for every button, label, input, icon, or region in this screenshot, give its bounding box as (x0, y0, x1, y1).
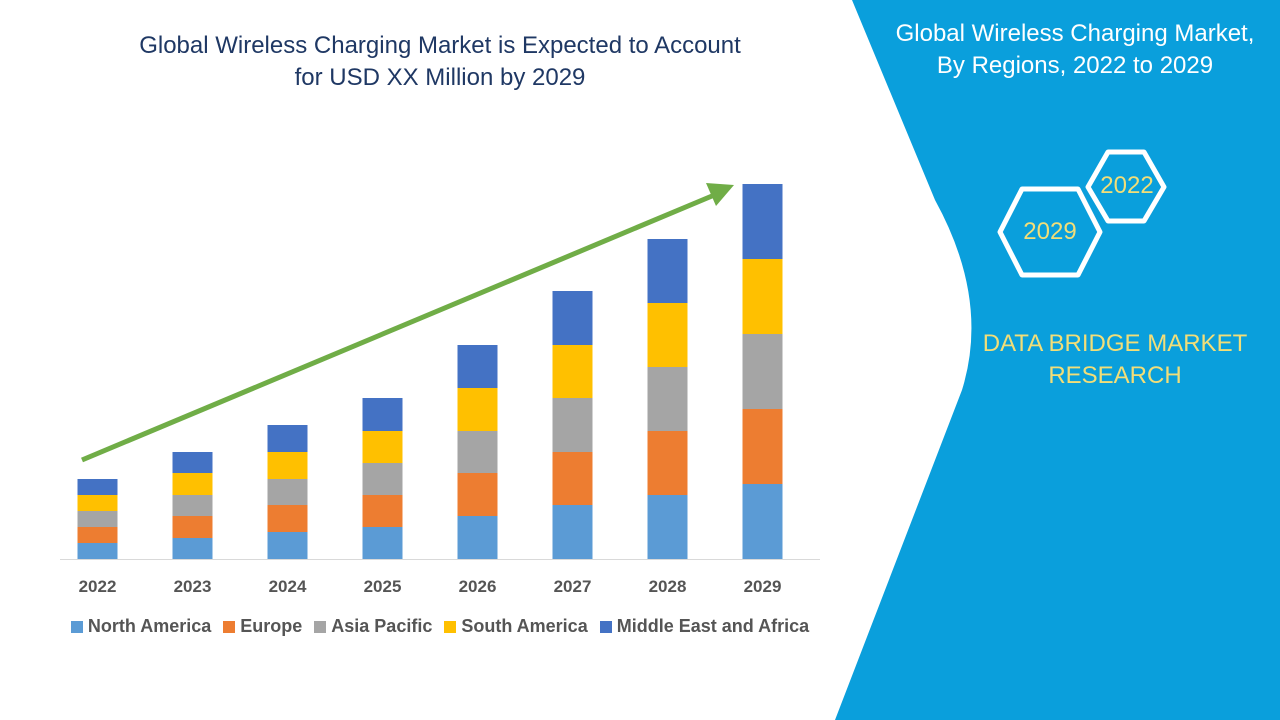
legend-item: Middle East and Africa (599, 616, 810, 637)
bar-2026-asia-pacific (457, 431, 498, 473)
bar-2022-north-america (77, 543, 118, 559)
legend-swatch (599, 620, 612, 633)
bar-2022-europe (77, 527, 118, 543)
bar-2024-asia-pacific (267, 479, 308, 505)
bar-2027-north-america (552, 505, 593, 559)
x-tick-label: 2022 (79, 577, 117, 596)
bar-2024-europe (267, 505, 308, 532)
bar-2024-middle-east-and-africa (267, 425, 308, 452)
bar-2024-south-america (267, 452, 308, 479)
bar-2029-north-america (742, 484, 783, 559)
bar-2029-europe (742, 409, 783, 484)
bar-2025-south-america (362, 431, 403, 463)
chart-title: Global Wireless Charging Market is Expec… (60, 30, 820, 94)
hex-label-2029: 2029 (1023, 218, 1077, 245)
bar-2026-south-america (457, 388, 498, 431)
bar-2029-south-america (742, 259, 783, 334)
legend-label: Asia Pacific (331, 616, 433, 636)
x-tick-label: 2025 (364, 577, 402, 596)
legend-swatch (223, 620, 236, 633)
bar-2025-asia-pacific (362, 463, 403, 495)
legend-swatch (314, 620, 327, 633)
bar-2028-asia-pacific (647, 367, 688, 431)
bar-2023-middle-east-and-africa (172, 452, 213, 473)
legend-label: North America (87, 616, 212, 636)
bar-2026-middle-east-and-africa (457, 345, 498, 388)
hex-label-2022: 2022 (1100, 172, 1154, 199)
x-tick-label: 2026 (459, 577, 497, 596)
legend-item: Asia Pacific (314, 616, 432, 637)
hexagon-2022 (1085, 149, 1167, 224)
chart-title-line-1: Global Wireless Charging Market is Expec… (139, 32, 741, 59)
legend-item: South America (444, 616, 588, 637)
chart-title-line-2: for USD XX Million by 2029 (294, 64, 586, 91)
bar-2022-asia-pacific (77, 511, 118, 527)
legend: North America Europe Asia Pacific South Ame… (60, 616, 820, 637)
bar-2023-europe (172, 516, 213, 538)
bar-2028-south-america (647, 303, 688, 367)
bar-2023-north-america (172, 538, 213, 559)
bar-2024-north-america (267, 532, 308, 559)
legend-item: North America (70, 616, 212, 637)
legend-label: Middle East and Africa (616, 616, 810, 636)
bar-2027-middle-east-and-africa (552, 291, 593, 345)
bar-2027-europe (552, 452, 593, 505)
legend-swatch (70, 620, 83, 633)
bar-2026-europe (457, 473, 498, 516)
bar-2025-north-america (362, 527, 403, 559)
bar-2028-middle-east-and-africa (647, 239, 688, 303)
x-tick-label: 2027 (554, 577, 592, 596)
trend-arrow-line (81, 193, 713, 463)
x-tick-label: 2023 (174, 577, 212, 596)
brand-line-1: DATA BRIDGE MARKET (982, 330, 1248, 357)
legend-label: Europe (240, 616, 303, 636)
side-title-line-2: By Regions, 2022 to 2029 (936, 52, 1214, 79)
side-panel-title: Global Wireless Charging Market, By Regi… (880, 18, 1270, 82)
bar-2029-middle-east-and-africa (742, 184, 783, 259)
brand-name: DATA BRIDGE MARKET RESEARCH (960, 328, 1270, 392)
bar-2027-south-america (552, 345, 593, 398)
bar-2026-north-america (457, 516, 498, 559)
bar-2023-asia-pacific (172, 495, 213, 516)
bar-2022-middle-east-and-africa (77, 479, 118, 495)
bar-2028-north-america (647, 495, 688, 559)
legend-swatch (444, 620, 457, 633)
trend-arrow-head-icon (706, 183, 734, 206)
legend-label: South America (461, 616, 588, 636)
side-title-line-1: Global Wireless Charging Market, (895, 20, 1255, 47)
bar-2025-middle-east-and-africa (362, 398, 403, 431)
x-tick-label: 2024 (269, 577, 307, 596)
bar-2023-south-america (172, 473, 213, 495)
legend-item: Europe (223, 616, 302, 637)
bar-2025-europe (362, 495, 403, 527)
x-tick-label: 2029 (744, 577, 782, 596)
bar-2027-asia-pacific (552, 398, 593, 452)
bar-2022-south-america (77, 495, 118, 511)
hexagon-2029 (997, 186, 1103, 278)
x-tick-label: 2028 (649, 577, 687, 596)
brand-line-2: RESEARCH (1048, 362, 1182, 389)
bar-2029-asia-pacific (742, 334, 783, 409)
bar-2028-europe (647, 431, 688, 495)
